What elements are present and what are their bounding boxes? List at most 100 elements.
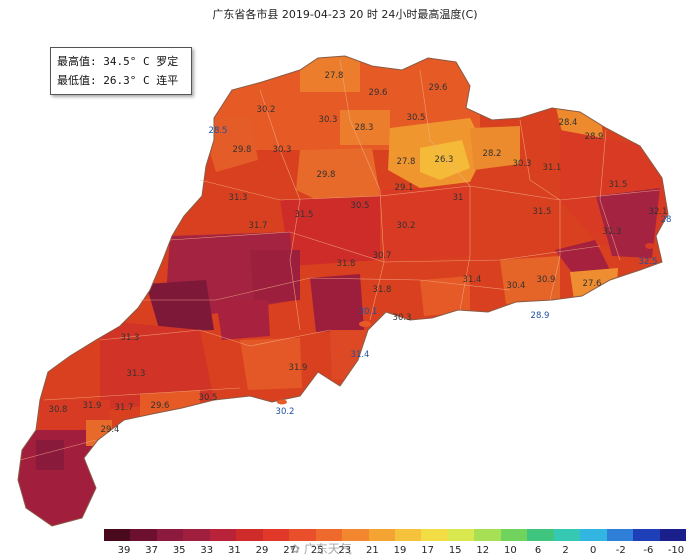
legend-swatch bbox=[447, 529, 475, 541]
temperature-labels: 27.8 29.6 29.6 30.2 30.3 28.3 30.5 28.5 29.8 30.3… bbox=[49, 71, 672, 435]
temperature-label: 30.2 bbox=[257, 105, 276, 115]
legend-swatch bbox=[368, 529, 396, 541]
legend-swatch bbox=[104, 529, 131, 541]
legend-swatch bbox=[262, 529, 290, 541]
temperature-label: 30.2 bbox=[397, 221, 416, 231]
min-value-line: 最低值: 26.3° C 连平 bbox=[57, 74, 179, 87]
temperature-label: 31.8 bbox=[337, 259, 356, 269]
legend-swatch bbox=[236, 529, 264, 541]
legend-swatch bbox=[633, 529, 661, 541]
legend-swatch bbox=[580, 529, 608, 541]
temperature-label: 32.1 bbox=[649, 207, 668, 217]
temperature-label: 29.8 bbox=[233, 145, 252, 155]
legend-tick-label: 37 bbox=[145, 545, 158, 556]
temperature-label: 30.1 bbox=[359, 307, 378, 317]
temperature-label: 32.5 bbox=[639, 257, 658, 267]
legend-tick-label: 27 bbox=[283, 545, 296, 556]
legend-swatch bbox=[156, 529, 184, 541]
temperature-label: 31.5 bbox=[295, 210, 314, 220]
temperature-label: 31.7 bbox=[249, 221, 268, 231]
legend-tick-label: 19 bbox=[393, 545, 407, 556]
extremes-box: 最高值: 34.5° C 罗定 最低值: 26.3° C 连平 bbox=[50, 47, 192, 95]
temperature-label: 31 bbox=[453, 193, 464, 203]
legend-tick-label: 21 bbox=[366, 545, 379, 556]
province-outline bbox=[17, 55, 669, 527]
temperature-label: 31.7 bbox=[115, 403, 134, 413]
temperature-label: 30.5 bbox=[351, 201, 370, 211]
island bbox=[359, 321, 371, 327]
legend-swatch bbox=[183, 529, 211, 541]
island bbox=[277, 399, 287, 405]
legend-swatch bbox=[395, 529, 422, 541]
legend-tick-label: -6 bbox=[643, 545, 654, 556]
legend-tick-label: 12 bbox=[476, 545, 490, 556]
temperature-label: 29.6 bbox=[369, 88, 388, 98]
legend-tick-label: 17 bbox=[421, 545, 434, 556]
temperature-label: 29.8 bbox=[317, 170, 336, 180]
legend-swatch bbox=[606, 529, 634, 541]
temperature-label: 31.3 bbox=[603, 227, 622, 237]
legend-tick-label: 10 bbox=[504, 545, 517, 556]
legend-tick-label: -2 bbox=[615, 545, 626, 556]
temperature-label: 31.5 bbox=[609, 180, 628, 190]
legend-swatch bbox=[474, 529, 502, 541]
temperature-label: 29.4 bbox=[101, 425, 120, 435]
legend-tick-label: 33 bbox=[200, 545, 214, 556]
legend-tick-label: 15 bbox=[448, 545, 462, 556]
temperature-label: 28 bbox=[661, 215, 672, 225]
temperature-label: 31.4 bbox=[463, 275, 482, 285]
temperature-label: 29.6 bbox=[151, 401, 170, 411]
legend-swatch bbox=[553, 529, 581, 541]
legend-tick-label: 35 bbox=[172, 545, 186, 556]
temperature-label: 28.3 bbox=[355, 123, 374, 133]
temperature-label: 30.7 bbox=[373, 251, 392, 261]
temperature-label: 30.3 bbox=[319, 115, 338, 125]
temperature-label: 30.2 bbox=[276, 407, 295, 417]
temperature-label: 31.3 bbox=[229, 193, 248, 203]
legend-swatch bbox=[315, 529, 343, 541]
temperature-label: 31.8 bbox=[373, 285, 392, 295]
temperature-label: 31.3 bbox=[121, 333, 140, 343]
temperature-label: 29.6 bbox=[429, 83, 448, 93]
temperature-label: 30.5 bbox=[407, 113, 426, 123]
temperature-label: 27.8 bbox=[397, 157, 416, 167]
temperature-label: 28.4 bbox=[559, 118, 578, 128]
legend-swatch bbox=[209, 529, 237, 541]
temperature-label: 30.3 bbox=[273, 145, 292, 155]
legend-swatch bbox=[289, 529, 317, 541]
legend-tick-label: 39 bbox=[117, 545, 131, 556]
map-title: 广东省各市县 2019-04-23 20 时 24小时最高温度(C) bbox=[212, 8, 478, 21]
temperature-label: 31.9 bbox=[83, 401, 102, 411]
legend-tick-label: 29 bbox=[255, 545, 269, 556]
legend-tick-label: 0 bbox=[590, 545, 597, 556]
temperature-label: 28.9 bbox=[585, 132, 604, 142]
legend-tick-label: 6 bbox=[534, 545, 542, 556]
legend-tick-label: 23 bbox=[338, 545, 352, 556]
temperature-label: 30.3 bbox=[393, 313, 412, 323]
temperature-label: 27.6 bbox=[583, 279, 602, 289]
temperature-label: 29.1 bbox=[395, 183, 414, 193]
temperature-label: 26.3 bbox=[435, 155, 454, 165]
legend-ticks: 39 37 35 33 31 29 27 25 23 21 19 17 15 12 10 6 2 0 -2 -6 -10 bbox=[104, 545, 686, 559]
temperature-label: 30.5 bbox=[199, 393, 218, 403]
temperature-label: 31.5 bbox=[533, 207, 552, 217]
legend-tick-label: 2 bbox=[562, 545, 569, 556]
legend-swatch bbox=[130, 529, 158, 541]
legend-tick-label: -10 bbox=[667, 545, 685, 556]
temperature-label: 28.9 bbox=[531, 311, 550, 321]
temperature-label: 31.1 bbox=[543, 163, 562, 173]
temperature-label: 30.9 bbox=[537, 275, 556, 285]
temperature-label: 30.8 bbox=[49, 405, 68, 415]
legend-swatch bbox=[421, 529, 449, 541]
max-value-line: 最高值: 34.5° C 罗定 bbox=[57, 55, 179, 68]
legend-tick-label: 25 bbox=[310, 545, 324, 556]
legend-tick-label: 31 bbox=[228, 545, 241, 556]
temperature-label: 31.4 bbox=[351, 350, 370, 360]
legend-swatch bbox=[659, 529, 687, 541]
temperature-label: 31.3 bbox=[127, 369, 146, 379]
temperature-label: 30.3 bbox=[513, 159, 532, 169]
watermark: ✿ 广东天气 bbox=[290, 542, 352, 556]
temperature-label: 31.9 bbox=[289, 363, 308, 373]
county-boundaries bbox=[19, 59, 661, 461]
